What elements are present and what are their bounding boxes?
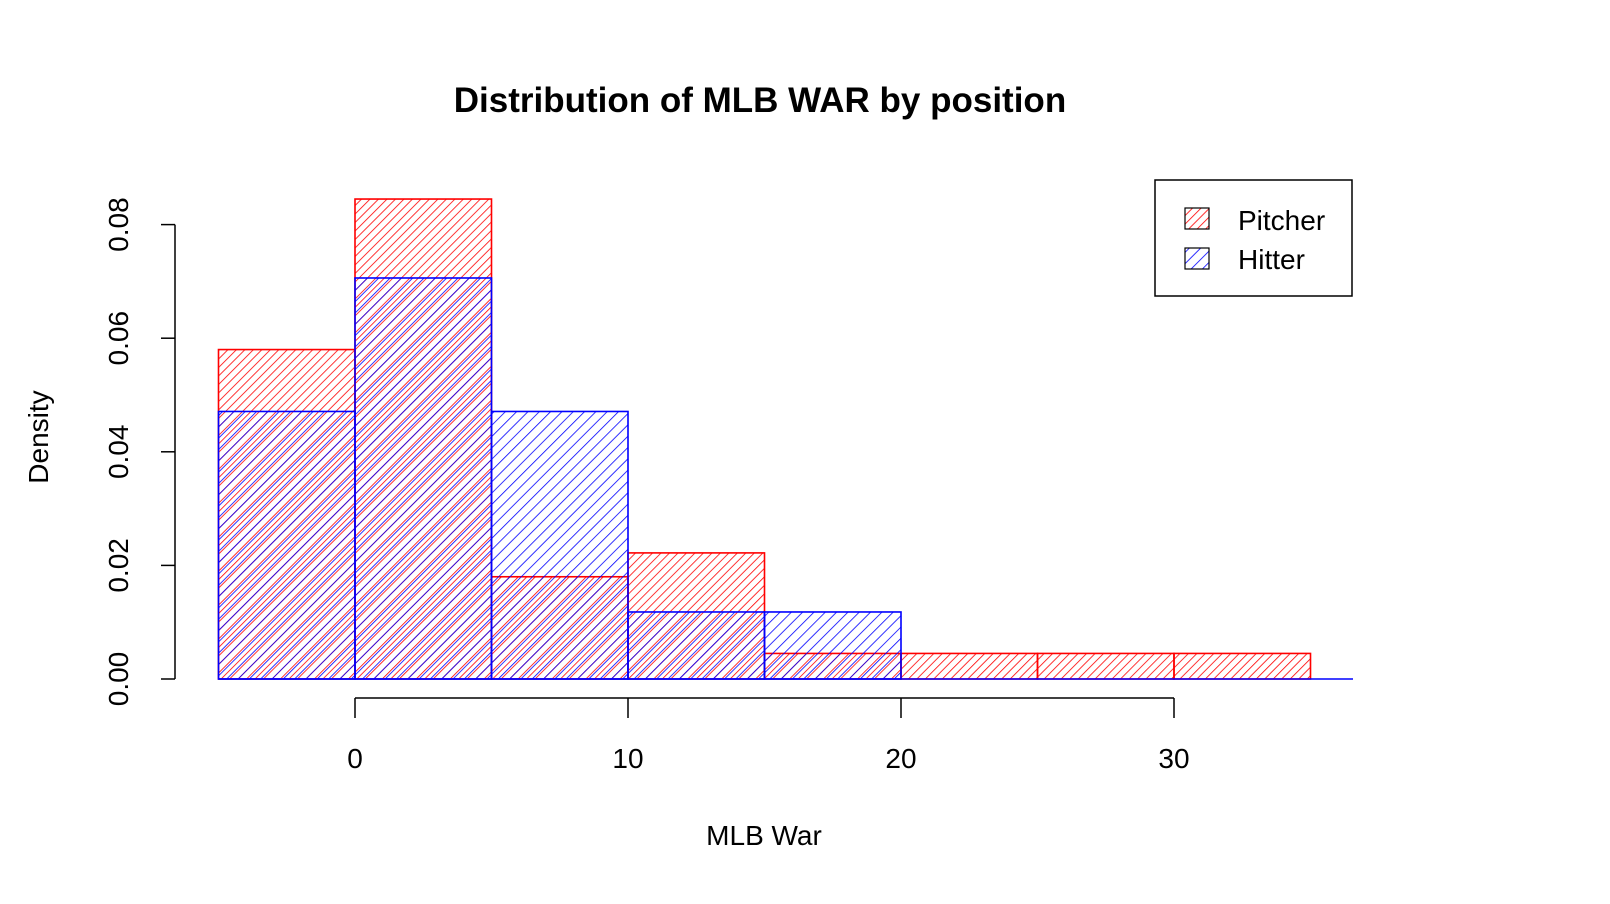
hitter-bar-4 (763, 611, 902, 680)
legend-label-pitcher: Pitcher (1238, 205, 1325, 236)
y-tick-label: 0.02 (103, 538, 134, 593)
x-tick-label: 30 (1158, 743, 1189, 774)
legend-label-hitter: Hitter (1238, 244, 1305, 275)
hitter-bar-3 (627, 611, 766, 680)
hitter-bars (217, 277, 1353, 680)
hitter-bar-1 (354, 277, 493, 680)
legend-box (1154, 179, 1353, 297)
y-tick-label: 0.08 (103, 197, 134, 252)
hitter-bar-2 (490, 410, 629, 680)
x-tick-label: 0 (347, 743, 363, 774)
x-axis: 0 10 20 30 (347, 697, 1190, 774)
x-tick-label: 10 (612, 743, 643, 774)
pitcher-bar-7 (1173, 652, 1312, 680)
legend: Pitcher Hitter (1154, 179, 1353, 297)
pitcher-bar-6 (1036, 652, 1175, 680)
x-tick-label: 20 (885, 743, 916, 774)
y-tick-label: 0.06 (103, 311, 134, 366)
pitcher-bar-5 (900, 652, 1039, 680)
x-axis-label: MLB War (706, 820, 822, 851)
y-tick-label: 0.04 (103, 425, 134, 480)
hitter-bar-0 (217, 410, 356, 680)
y-tick-label: 0.00 (103, 652, 134, 707)
y-axis: 0.00 0.02 0.04 0.06 0.08 (103, 197, 176, 707)
legend-swatch-hitter (1184, 247, 1210, 270)
legend-swatch-pitcher (1184, 207, 1210, 230)
y-axis-label: Density (23, 390, 54, 483)
chart-title: Distribution of MLB WAR by position (454, 81, 1066, 120)
